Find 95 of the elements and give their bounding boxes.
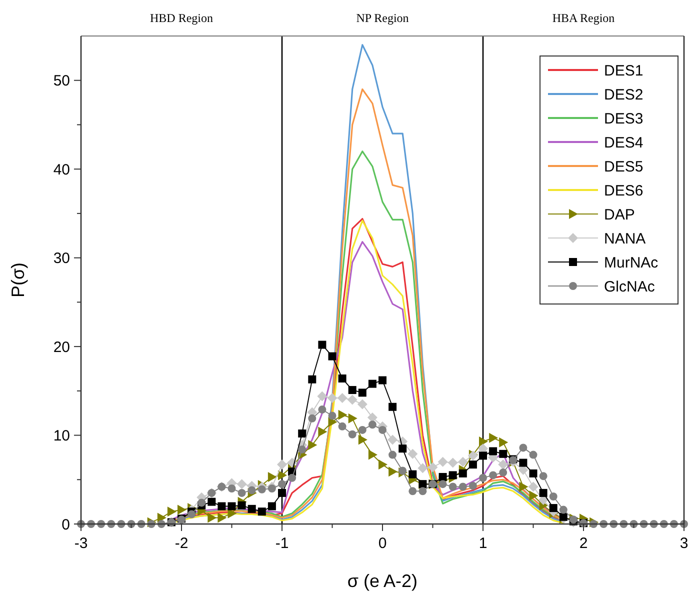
- point: [236, 479, 247, 490]
- point: [368, 450, 378, 460]
- y-tick-label: 0: [62, 516, 70, 534]
- point: [499, 437, 508, 448]
- point: [448, 458, 458, 468]
- x-tick-label: 1: [478, 535, 488, 552]
- point: [388, 466, 398, 477]
- point: [208, 498, 216, 506]
- point: [458, 456, 468, 467]
- point: [348, 413, 358, 424]
- point: [438, 472, 447, 481]
- point: [358, 434, 368, 445]
- point: [258, 508, 266, 516]
- legend-label: DES1: [604, 62, 644, 80]
- x-tick-label: 2: [579, 535, 588, 552]
- y-tick-label: 30: [53, 250, 70, 268]
- point: [539, 488, 548, 497]
- point: [529, 490, 538, 501]
- point: [529, 469, 538, 478]
- point: [498, 460, 508, 470]
- point: [337, 393, 348, 404]
- point: [167, 506, 176, 517]
- point: [468, 460, 477, 469]
- point: [499, 450, 508, 458]
- y-tick-label: 50: [53, 72, 70, 90]
- point: [408, 470, 417, 478]
- point: [448, 471, 457, 480]
- point: [278, 488, 286, 497]
- x-tick-label: -2: [174, 535, 188, 552]
- point: [218, 512, 227, 523]
- text: HBA Region: [552, 11, 615, 25]
- point: [338, 374, 346, 382]
- point: [378, 460, 388, 470]
- point: [519, 458, 528, 467]
- point: [327, 393, 338, 404]
- point: [368, 380, 376, 388]
- legend-label: DES6: [604, 182, 644, 200]
- point: [317, 391, 328, 402]
- y-axis-title: P(σ): [8, 262, 28, 298]
- point: [228, 502, 236, 510]
- point: [318, 340, 326, 349]
- legend-label: DES4: [604, 134, 644, 152]
- point: [308, 440, 318, 450]
- legend-label: NANA: [604, 230, 646, 248]
- point: [458, 469, 467, 478]
- point: [408, 448, 418, 459]
- point: [347, 394, 358, 405]
- point: [348, 386, 356, 394]
- text: NP Region: [356, 11, 409, 25]
- point: [418, 463, 428, 474]
- point: [519, 482, 528, 492]
- text: HBD Region: [150, 11, 213, 25]
- legend-label: DES3: [604, 110, 644, 128]
- point: [388, 434, 398, 445]
- point: [378, 376, 386, 384]
- point: [489, 432, 498, 443]
- point: [328, 352, 336, 360]
- point: [428, 462, 438, 472]
- x-axis-title: σ (e A-2): [347, 571, 418, 591]
- point: [489, 447, 498, 456]
- point: [208, 512, 217, 523]
- point: [528, 482, 538, 492]
- point: [248, 504, 256, 513]
- point: [238, 501, 246, 510]
- x-tick-label: -1: [275, 535, 289, 552]
- x-tick-label: 0: [378, 535, 387, 552]
- y-tick-label: 40: [53, 161, 70, 178]
- y-tick-label: 10: [53, 428, 70, 445]
- legend-label: DES5: [604, 158, 644, 176]
- legend-label: DES2: [604, 86, 644, 104]
- point: [438, 456, 448, 467]
- legend-label: MurNAc: [604, 254, 659, 272]
- point: [479, 452, 487, 460]
- point: [268, 472, 277, 482]
- legend-label: DAP: [604, 206, 635, 224]
- point: [398, 444, 407, 453]
- point: [268, 502, 276, 510]
- point: [479, 436, 488, 446]
- legend-label: GlcNAc: [604, 278, 656, 296]
- y-tick-label: 20: [53, 338, 70, 356]
- point: [338, 410, 348, 420]
- point: [357, 399, 368, 410]
- point: [559, 512, 568, 521]
- point: [549, 504, 558, 512]
- x-tick-label: -3: [74, 535, 88, 552]
- point: [318, 426, 328, 437]
- point: [298, 430, 306, 438]
- point: [277, 460, 287, 470]
- point: [278, 470, 287, 480]
- point: [358, 388, 366, 397]
- point: [178, 504, 186, 515]
- x-tick-label: 3: [680, 535, 688, 552]
- point: [308, 375, 316, 384]
- point: [218, 502, 226, 510]
- point: [388, 402, 397, 411]
